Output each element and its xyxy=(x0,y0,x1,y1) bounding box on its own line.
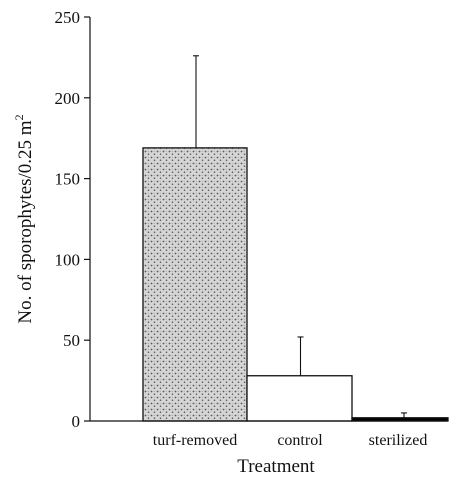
y-tick-label-50: 50 xyxy=(63,331,80,350)
y-tick-label-0: 0 xyxy=(72,412,81,431)
x-axis-title: Treatment xyxy=(237,456,315,477)
y-tick-label-200: 200 xyxy=(55,89,81,108)
x-tick-label-sterilized: sterilized xyxy=(369,432,428,449)
x-tick-label-control: control xyxy=(277,432,323,449)
bar-control xyxy=(246,375,353,422)
x-tick-label-turf-removed: turf-removed xyxy=(153,432,237,449)
y-axis-title-superscript: 2 xyxy=(12,114,26,120)
plot-area: 0 50 100 150 200 250 turf-removed control steril… xyxy=(55,8,449,449)
y-tick-label-100: 100 xyxy=(55,250,81,269)
y-tick-label-250: 250 xyxy=(55,8,81,27)
y-tick-label-150: 150 xyxy=(55,170,81,189)
bar-turf-removed xyxy=(142,147,248,422)
y-axis-title: No. of sporophytes/0.25 m2 xyxy=(12,114,36,323)
